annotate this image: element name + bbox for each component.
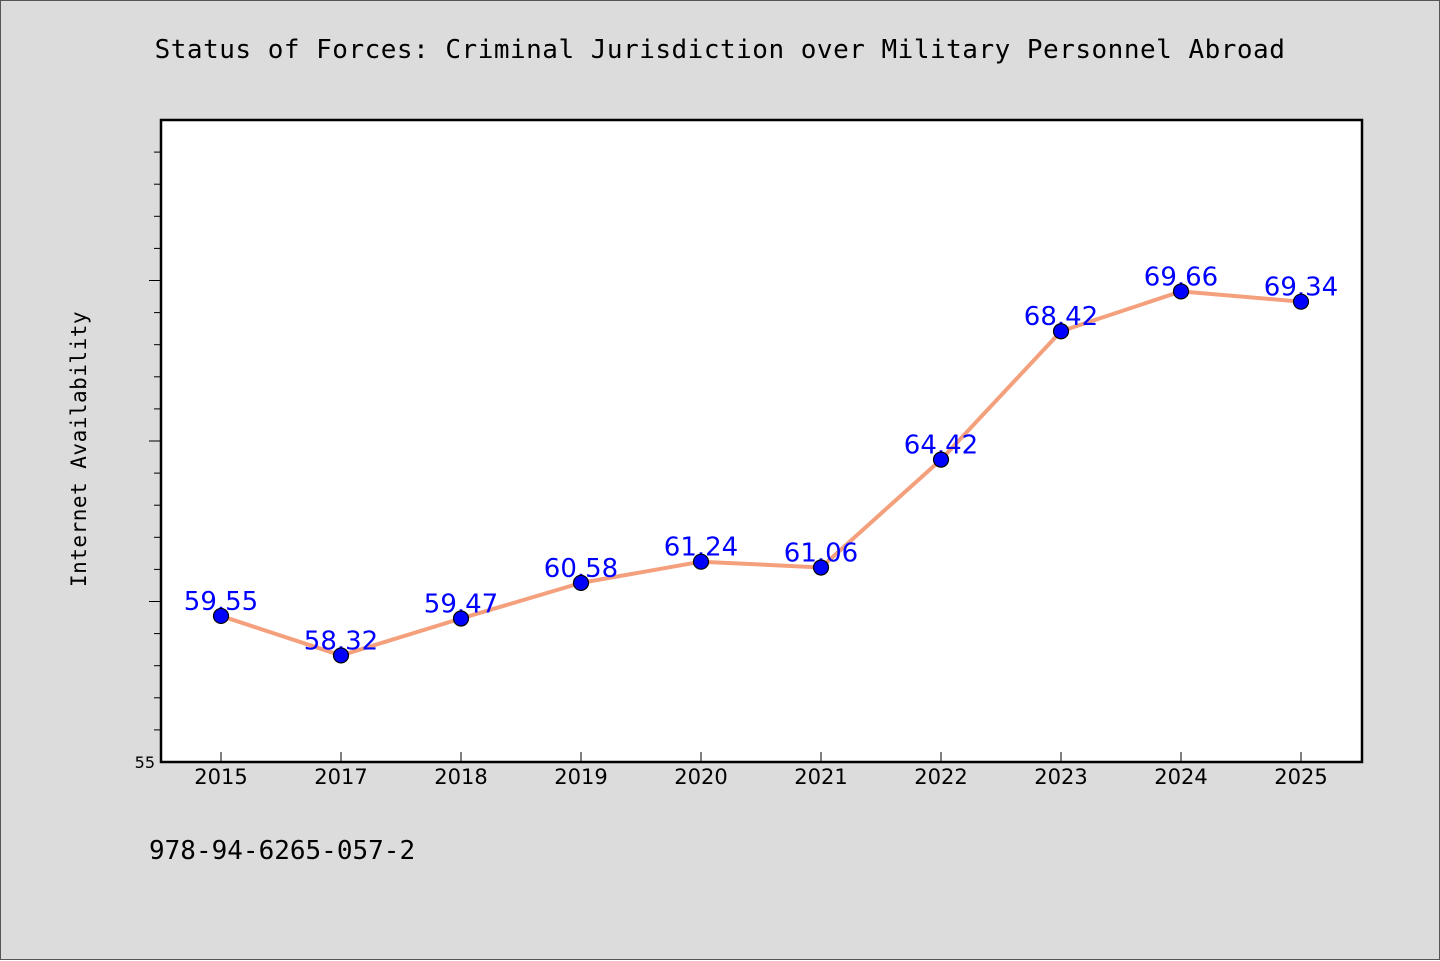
data-point xyxy=(812,559,830,576)
x-tick-label: 2023 xyxy=(1034,765,1087,789)
footer-code: 978-94-6265-057-2 xyxy=(149,836,416,866)
series-line xyxy=(219,289,1303,658)
x-tick-label: 2025 xyxy=(1274,765,1327,789)
plot-area xyxy=(159,118,1364,764)
data-point xyxy=(212,607,230,625)
y-tick-label: 55 xyxy=(135,753,155,772)
chart-title: Status of Forces: Criminal Jurisdiction … xyxy=(154,35,1286,65)
x-tick-label: 2022 xyxy=(914,765,967,789)
x-tick-label: 2024 xyxy=(1154,765,1207,789)
x-tick-label: 2018 xyxy=(434,765,487,789)
data-point xyxy=(572,574,590,591)
data-point xyxy=(1052,323,1070,340)
data-point xyxy=(692,553,710,570)
data-point xyxy=(452,610,470,627)
data-point xyxy=(932,451,950,468)
x-tick-label: 2017 xyxy=(314,765,367,789)
data-point xyxy=(1172,283,1190,300)
x-tick-label: 2019 xyxy=(554,765,607,789)
x-tick-label: 2020 xyxy=(674,765,727,789)
x-tick-label: 2021 xyxy=(794,765,847,789)
data-point xyxy=(1292,293,1310,310)
data-point xyxy=(332,647,350,664)
x-tick-label: 2015 xyxy=(194,765,247,789)
